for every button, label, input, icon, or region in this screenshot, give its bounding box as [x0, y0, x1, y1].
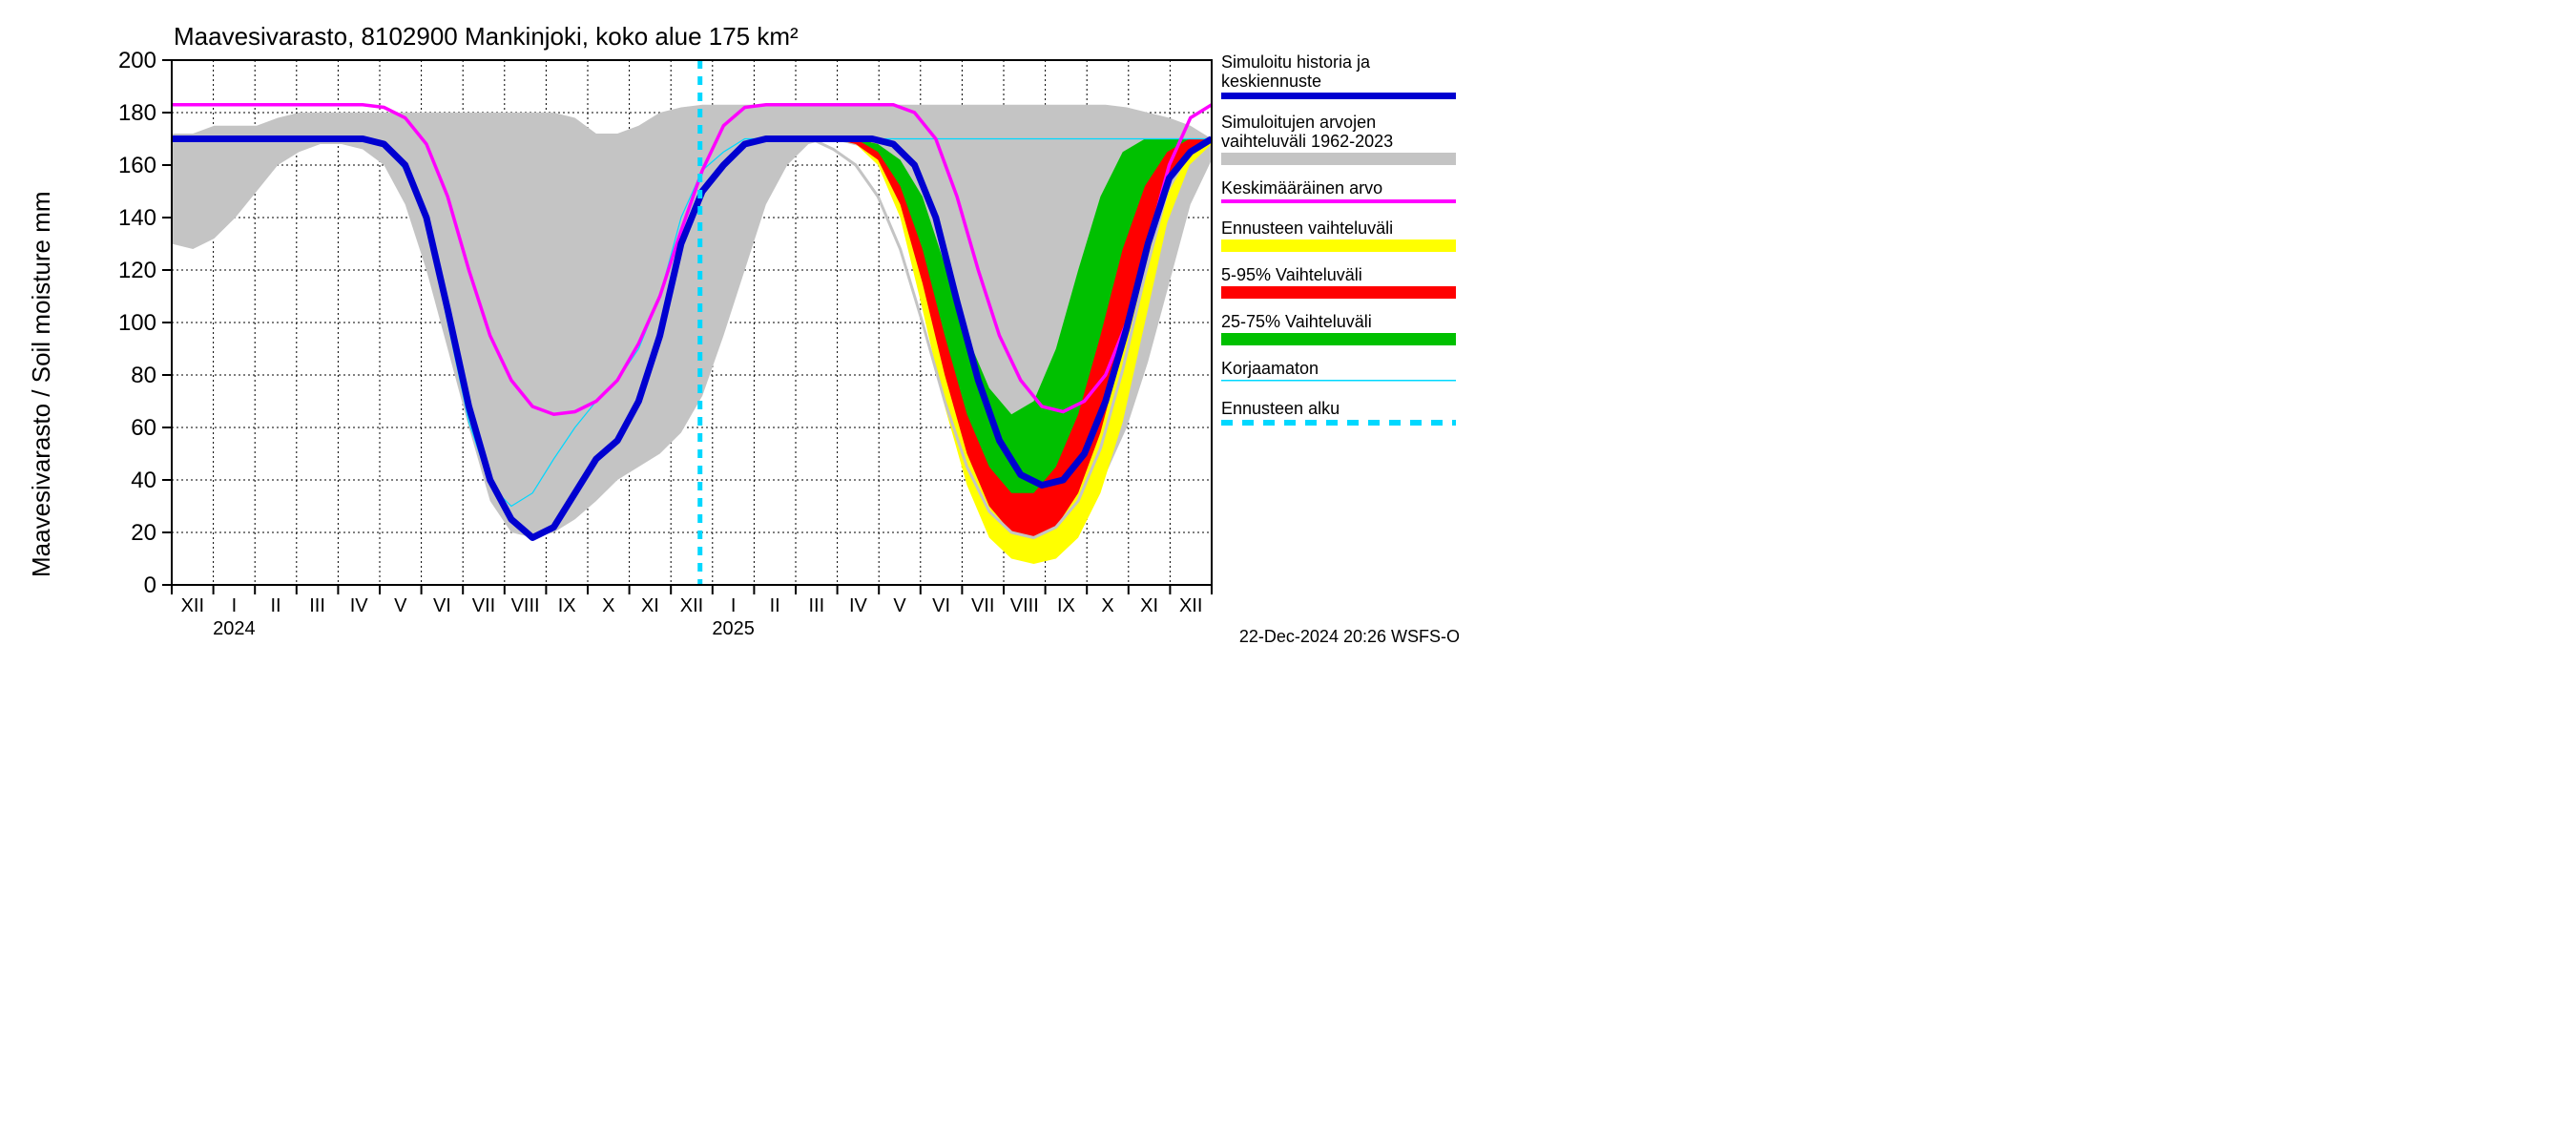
- legend-label: Keskimääräinen arvo: [1221, 178, 1382, 198]
- x-year-label: 2024: [213, 618, 256, 639]
- x-tick-label: VIII: [511, 595, 540, 616]
- y-tick-label: 120: [118, 258, 156, 283]
- legend-label: Korjaamaton: [1221, 359, 1319, 378]
- soil-moisture-chart: 020406080100120140160180200XIIIIIIIIIVVV…: [0, 0, 1465, 652]
- x-tick-label: VII: [472, 595, 495, 616]
- x-tick-label: III: [808, 595, 824, 616]
- x-tick-label: VII: [971, 595, 994, 616]
- x-tick-label: V: [394, 595, 407, 616]
- x-axis: XIIIIIIIIIVVVIVIIVIIIIXXXIXIIIIIIIIIVVVI…: [172, 585, 1212, 639]
- y-axis-label: Maavesivarasto / Soil moisture mm: [27, 191, 55, 577]
- y-tick-label: 160: [118, 153, 156, 178]
- x-tick-label: VI: [932, 595, 950, 616]
- legend-label: 5-95% Vaihteluväli: [1221, 265, 1362, 284]
- y-tick-label: 40: [131, 468, 156, 493]
- legend-label: keskiennuste: [1221, 72, 1321, 91]
- x-tick-label: XII: [680, 595, 703, 616]
- y-tick-label: 200: [118, 48, 156, 73]
- legend-swatch: [1221, 153, 1456, 165]
- x-tick-label: V: [893, 595, 906, 616]
- x-tick-label: XI: [641, 595, 659, 616]
- x-tick-label: II: [770, 595, 780, 616]
- y-tick-label: 0: [144, 572, 156, 598]
- y-tick-label: 20: [131, 520, 156, 546]
- legend-swatch: [1221, 239, 1456, 252]
- x-tick-label: IV: [350, 595, 369, 616]
- x-tick-label: VIII: [1010, 595, 1039, 616]
- y-tick-label: 60: [131, 415, 156, 441]
- x-tick-label: XI: [1140, 595, 1158, 616]
- x-tick-label: X: [602, 595, 614, 616]
- legend-swatch: [1221, 286, 1456, 299]
- timestamp-label: 22-Dec-2024 20:26 WSFS-O: [1239, 627, 1460, 646]
- y-tick-label: 140: [118, 205, 156, 231]
- x-tick-label: VI: [433, 595, 451, 616]
- y-tick-label: 80: [131, 363, 156, 388]
- x-tick-label: IX: [1057, 595, 1075, 616]
- legend-swatch: [1221, 333, 1456, 345]
- x-tick-label: IV: [849, 595, 868, 616]
- x-tick-label: X: [1101, 595, 1113, 616]
- legend: Simuloitu historia jakeskiennuste Simuloi…: [1221, 52, 1456, 423]
- x-tick-label: XII: [1179, 595, 1202, 616]
- y-tick-label: 180: [118, 100, 156, 126]
- chart-title: Maavesivarasto, 8102900 Mankinjoki, koko…: [174, 22, 799, 51]
- legend-label: 25-75% Vaihteluväli: [1221, 312, 1372, 331]
- x-tick-label: I: [232, 595, 238, 616]
- legend-label: Ennusteen alku: [1221, 399, 1340, 418]
- legend-label: Ennusteen vaihteluväli: [1221, 219, 1393, 238]
- legend-label: vaihteluväli 1962-2023: [1221, 132, 1393, 151]
- x-year-label: 2025: [712, 618, 755, 639]
- x-tick-label: I: [731, 595, 737, 616]
- legend-label: Simuloitu historia ja: [1221, 52, 1371, 72]
- x-tick-label: II: [270, 595, 280, 616]
- y-tick-label: 100: [118, 310, 156, 336]
- x-tick-label: III: [309, 595, 325, 616]
- y-axis: 0 20 40 60 80 100 120 140 160 180 200: [118, 48, 172, 598]
- legend-label: Simuloitujen arvojen: [1221, 113, 1376, 132]
- x-tick-label: IX: [558, 595, 576, 616]
- x-tick-label: XII: [181, 595, 204, 616]
